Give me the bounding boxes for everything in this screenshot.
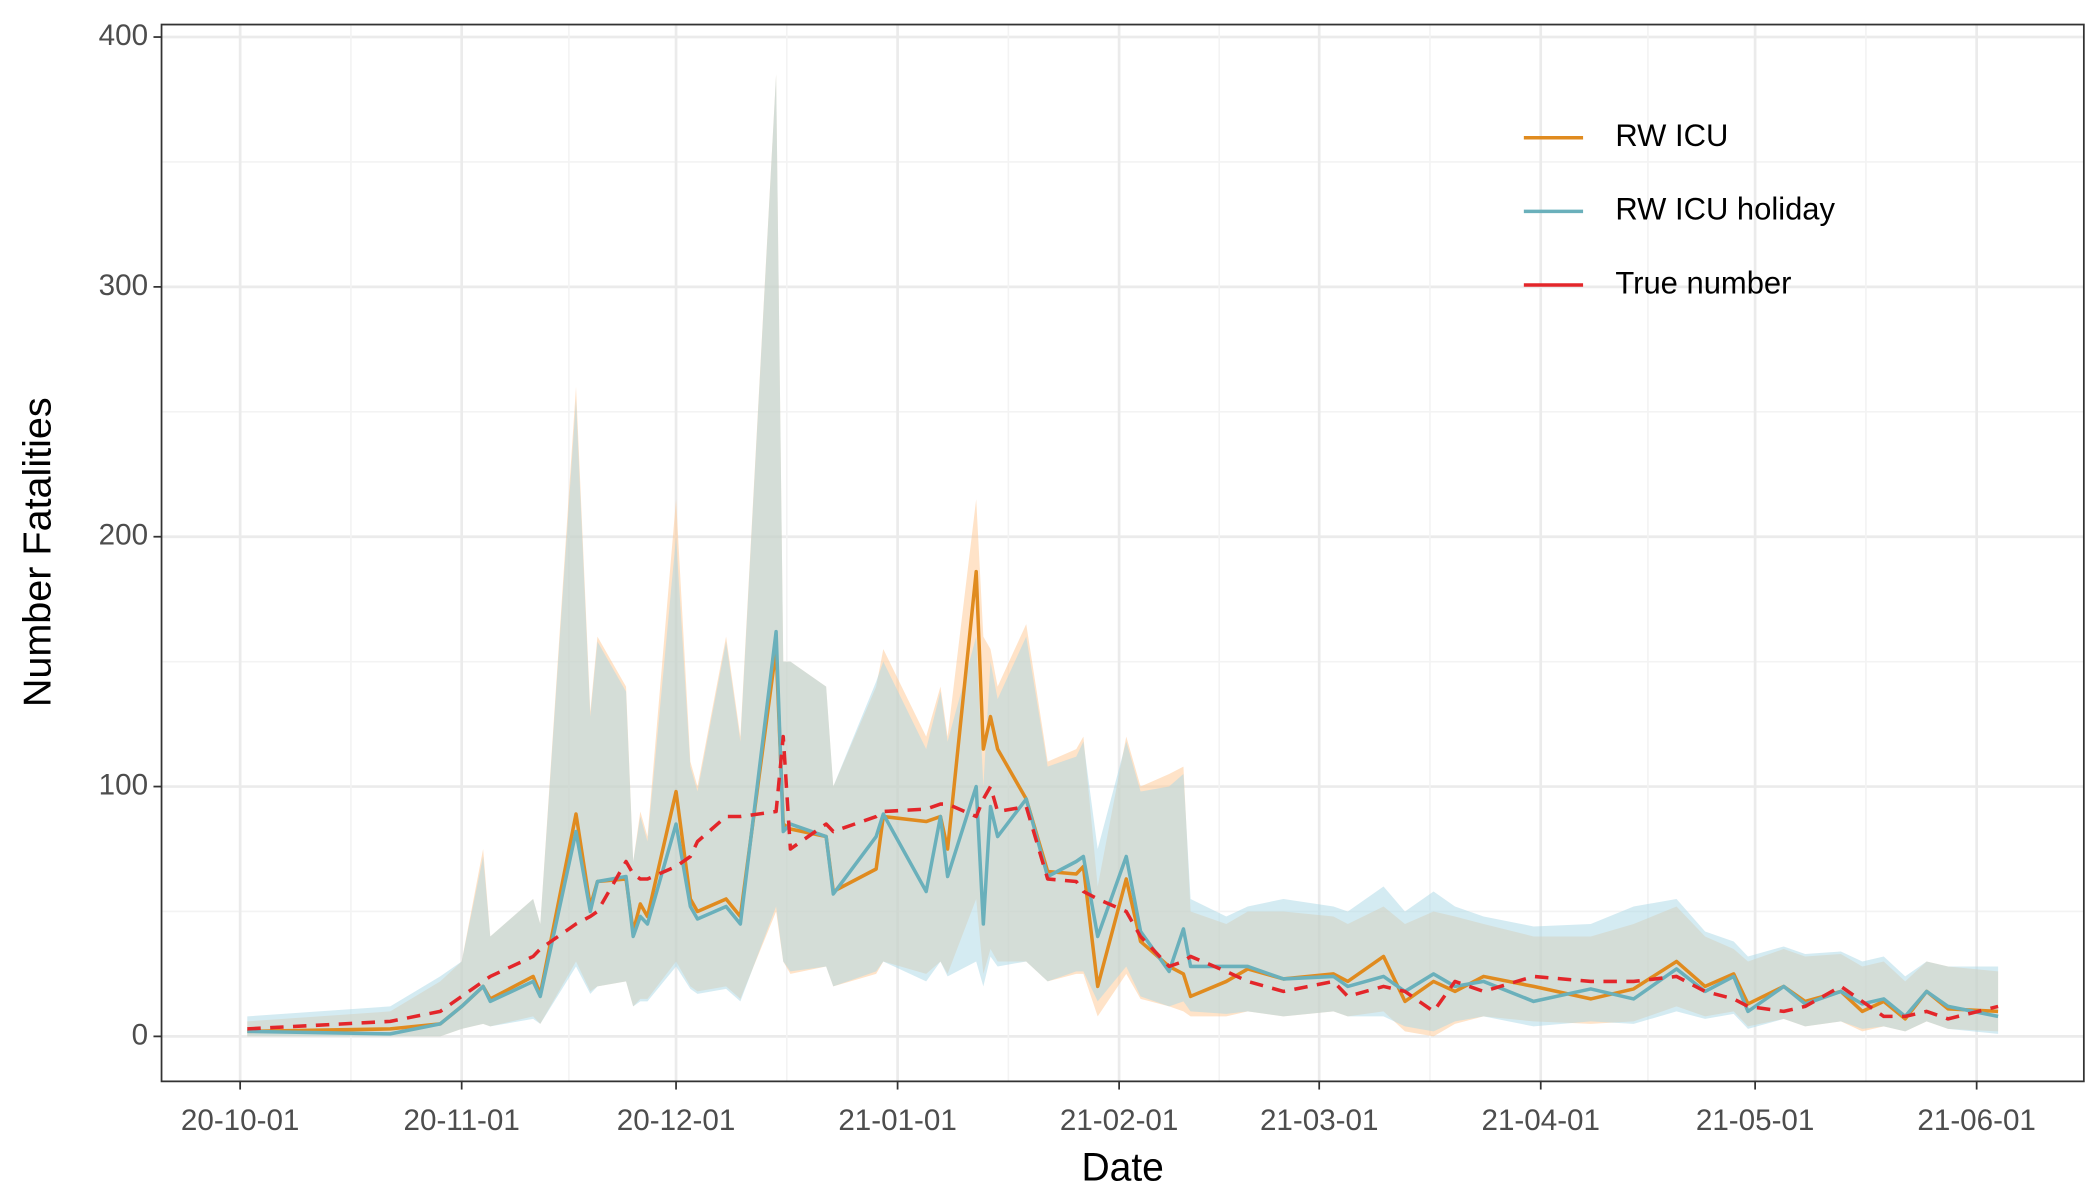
x-tick-label: 20-12-01	[617, 1104, 736, 1137]
marks	[247, 74, 1999, 1037]
legend: RW ICU RW ICU holiday True number	[1523, 118, 1835, 300]
x-tick-label: 21-05-01	[1696, 1104, 1815, 1137]
x-tick-label: 21-03-01	[1260, 1104, 1379, 1137]
legend-label: RW ICU	[1615, 118, 1728, 153]
y-axis-title: Number Fatalities	[16, 397, 60, 707]
x-tick-label: 20-11-01	[404, 1104, 520, 1137]
x-tick-label: 21-04-01	[1481, 1104, 1600, 1137]
legend-label: RW ICU holiday	[1615, 191, 1835, 226]
x-tick-label: 21-02-01	[1060, 1104, 1179, 1137]
confidence-band	[247, 74, 1999, 1037]
x-tick-label: 20-10-01	[181, 1104, 300, 1137]
y-tick-label: 0	[132, 1018, 148, 1051]
series-line	[247, 734, 1999, 1031]
plot-border	[160, 23, 2085, 1083]
axes: 0 100 200 300 400 20-10-01 20-11-01 20-12-01 21-…	[99, 19, 2036, 1137]
x-axis-title: Date	[1081, 1145, 1163, 1189]
y-tick-label: 100	[99, 768, 148, 801]
y-tick-label: 200	[99, 518, 148, 551]
x-tick-label: 21-06-01	[1917, 1104, 2036, 1137]
legend-label: True number	[1615, 265, 1791, 300]
x-tick-label: 21-01-01	[838, 1104, 957, 1137]
y-tick-label: 400	[99, 19, 148, 52]
y-tick-label: 300	[99, 269, 148, 302]
